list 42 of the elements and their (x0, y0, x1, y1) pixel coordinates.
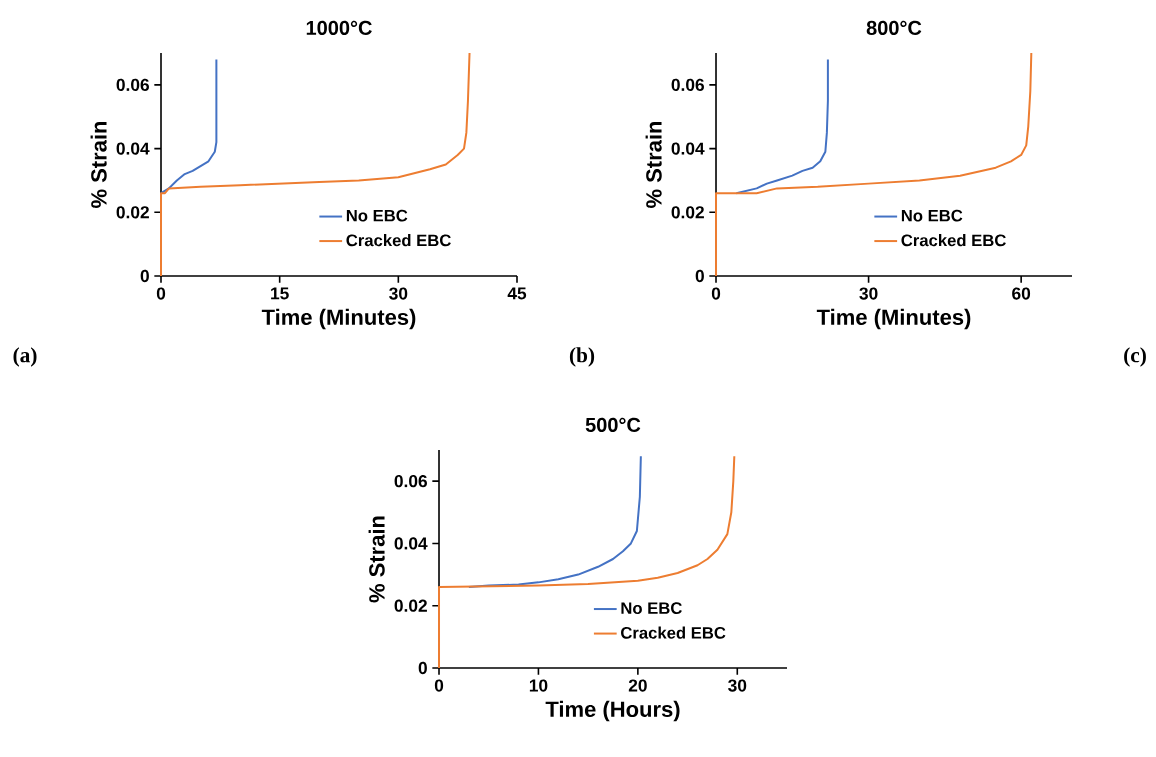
x-tick-label: 30 (859, 287, 878, 300)
x-axis-title: Time (Hours) (545, 700, 680, 722)
x-tick-label: 30 (728, 679, 747, 692)
x-axis-title: Time (Minutes) (261, 308, 416, 330)
legend-label: Cracked EBC (901, 234, 1006, 247)
y-tick-label: 0.02 (116, 206, 149, 219)
y-tick-label: 0.06 (671, 78, 704, 91)
legend-label: No EBC (901, 209, 963, 222)
text: (a) (13, 347, 37, 367)
chart-title: 800°C (866, 20, 922, 35)
text: (b) (569, 347, 595, 367)
x-tick-label: 10 (529, 679, 548, 692)
legend-label: Cracked EBC (621, 626, 726, 639)
line-series (438, 455, 736, 670)
chart-title: 500°C (585, 417, 641, 432)
x-tick-label: 20 (628, 679, 647, 692)
x-tick-label: 45 (507, 287, 527, 300)
y-axis-title: % Strain (90, 121, 107, 208)
y-tick-label: 0 (695, 269, 704, 283)
y-tick-label: 0.04 (394, 537, 428, 550)
y-tick-label: 0.06 (394, 475, 427, 488)
legend-label: Cracked EBC (346, 234, 451, 247)
y-tick-label: 0 (418, 661, 427, 675)
x-tick-label: 15 (271, 287, 289, 300)
legend-label: No EBC (621, 602, 682, 615)
x-tick-label: 60 (1012, 287, 1031, 300)
y-tick-label: 0.04 (671, 142, 705, 155)
y-tick-label: 0.02 (671, 206, 704, 219)
y-tick-label: 0.04 (116, 142, 150, 155)
x-tick-label: 0 (711, 287, 721, 300)
x-axis-title: Time (Minutes) (816, 308, 971, 330)
y-tick-label: 0.06 (116, 78, 149, 91)
y-tick-label: 0 (140, 269, 149, 283)
text: (c) (1124, 347, 1146, 367)
y-axis-title: % Strain (368, 516, 385, 603)
y-axis-title: % Strain (645, 121, 662, 208)
legend-label: No EBC (346, 209, 408, 222)
x-tick-label: 0 (156, 287, 166, 300)
x-tick-label: 30 (389, 287, 408, 300)
y-tick-label: 0.02 (394, 599, 427, 612)
x-tick-label: 0 (434, 679, 444, 692)
chart-title: 1000°C (306, 20, 372, 35)
